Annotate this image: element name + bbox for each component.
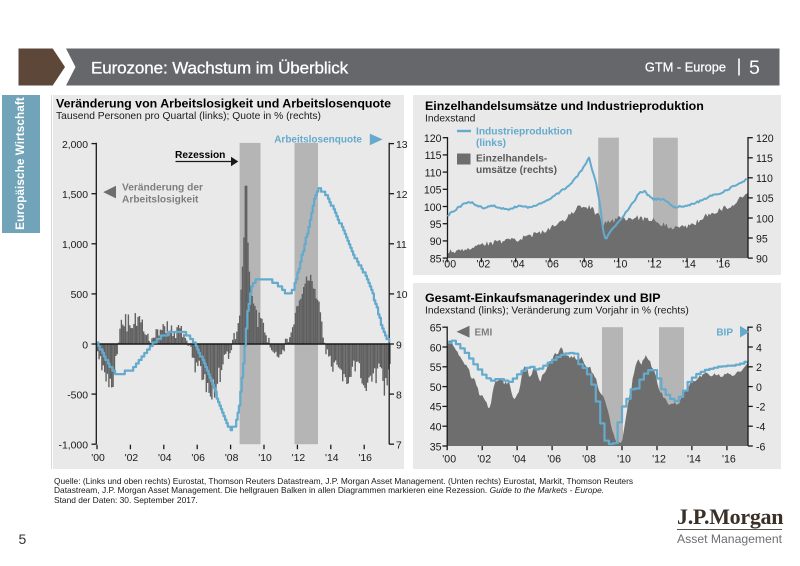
svg-text:90: 90 [756, 253, 768, 265]
svg-text:7: 7 [396, 441, 402, 452]
svg-text:0: 0 [82, 340, 88, 351]
svg-text:10: 10 [396, 290, 408, 301]
svg-text:11: 11 [396, 240, 407, 251]
svg-text:60: 60 [430, 342, 442, 354]
svg-text:'10: '10 [258, 453, 272, 464]
svg-text:90: 90 [430, 236, 442, 248]
svg-text:12: 12 [396, 190, 408, 201]
svg-text:40: 40 [430, 422, 442, 434]
svg-text:'12: '12 [652, 453, 666, 465]
svg-text:-2: -2 [756, 402, 766, 414]
svg-text:'06: '06 [191, 453, 205, 464]
svg-text:Arbeitslosigkeit: Arbeitslosigkeit [122, 195, 199, 206]
svg-text:'10: '10 [614, 259, 628, 271]
svg-text:85: 85 [430, 253, 442, 265]
svg-text:105: 105 [424, 185, 442, 197]
svg-text:50: 50 [430, 382, 442, 394]
svg-text:Arbeitslosenquote: Arbeitslosenquote [274, 134, 362, 145]
svg-text:120: 120 [756, 133, 774, 145]
svg-text:'16: '16 [722, 453, 736, 465]
svg-text:110: 110 [756, 173, 773, 185]
svg-text:'02: '02 [477, 453, 491, 465]
svg-text:Indexstand (links); Veränderun: Indexstand (links); Veränderung zum Vorj… [425, 306, 689, 317]
svg-text:2: 2 [756, 362, 762, 374]
svg-text:'08: '08 [579, 259, 593, 271]
svg-text:Veränderung der: Veränderung der [122, 183, 203, 194]
svg-text:'08: '08 [582, 453, 596, 465]
svg-text:8: 8 [396, 390, 402, 401]
svg-text:'02: '02 [125, 453, 139, 464]
svg-text:-6: -6 [756, 441, 766, 453]
svg-text:'16: '16 [716, 259, 730, 271]
svg-text:'10: '10 [617, 453, 631, 465]
svg-text:'04: '04 [512, 453, 526, 465]
svg-text:'00: '00 [442, 453, 456, 465]
svg-text:GTM - Europe: GTM - Europe [645, 59, 726, 74]
svg-text:Einzelhandels-: Einzelhandels- [476, 154, 547, 165]
svg-text:115: 115 [425, 150, 442, 162]
svg-text:'02: '02 [476, 259, 490, 271]
svg-text:'16: '16 [358, 453, 372, 464]
svg-text:35: 35 [430, 441, 442, 453]
svg-text:4: 4 [756, 342, 762, 354]
svg-text:110: 110 [425, 167, 442, 179]
svg-text:100: 100 [756, 213, 774, 225]
svg-text:Gesamt-Einkaufsmanagerindex un: Gesamt-Einkaufsmanagerindex und BIP [425, 291, 660, 305]
svg-text:Veränderung von Arbeitslosigke: Veränderung von Arbeitslosigkeit und Arb… [56, 97, 391, 111]
svg-text:65: 65 [430, 323, 442, 335]
svg-text:120: 120 [424, 133, 442, 145]
svg-text:95: 95 [756, 233, 768, 245]
svg-text:'14: '14 [687, 453, 701, 465]
svg-text:0: 0 [756, 382, 762, 394]
svg-text:105: 105 [756, 193, 774, 205]
svg-text:'06: '06 [545, 259, 559, 271]
svg-text:Industrieproduktion: Industrieproduktion [476, 127, 572, 138]
svg-text:-500: -500 [67, 390, 88, 401]
svg-text:45: 45 [430, 402, 442, 414]
svg-text:6: 6 [756, 323, 762, 335]
svg-text:(links): (links) [476, 138, 506, 149]
svg-text:'00: '00 [442, 259, 456, 271]
svg-text:'08: '08 [225, 453, 239, 464]
svg-text:1,000: 1,000 [62, 240, 88, 251]
svg-text:9: 9 [396, 340, 402, 351]
svg-text:-4: -4 [756, 422, 766, 434]
svg-text:'12: '12 [648, 259, 662, 271]
svg-text:55: 55 [430, 362, 442, 374]
svg-text:1,500: 1,500 [62, 190, 88, 201]
svg-text:95: 95 [430, 219, 442, 231]
svg-text:'14: '14 [682, 259, 696, 271]
svg-text:'04: '04 [158, 453, 172, 464]
svg-text:115: 115 [756, 153, 773, 165]
svg-text:'04: '04 [511, 259, 525, 271]
svg-text:'12: '12 [292, 453, 306, 464]
svg-text:'06: '06 [547, 453, 561, 465]
svg-text:Tausend Personen pro Quartal (: Tausend Personen pro Quartal (links); Qu… [56, 111, 321, 122]
svg-text:Eurozone: Wachstum im Überblic: Eurozone: Wachstum im Überblick [91, 58, 349, 77]
svg-text:Einzelhandelsumsätze und Indus: Einzelhandelsumsätze und Industrieproduk… [425, 99, 704, 113]
svg-text:BIP: BIP [716, 327, 733, 338]
svg-text:100: 100 [424, 202, 442, 214]
svg-text:5: 5 [749, 57, 760, 79]
svg-text:500: 500 [71, 290, 89, 301]
svg-text:'00: '00 [91, 453, 105, 464]
svg-text:umsätze (rechts): umsätze (rechts) [476, 165, 557, 176]
svg-text:13: 13 [396, 140, 408, 151]
svg-text:-1,000: -1,000 [59, 441, 89, 452]
svg-text:Indexstand: Indexstand [425, 114, 476, 125]
svg-text:Rezession: Rezession [175, 150, 225, 161]
svg-text:2,000: 2,000 [62, 140, 88, 151]
svg-text:EMI: EMI [475, 327, 493, 338]
svg-text:'14: '14 [325, 453, 339, 464]
